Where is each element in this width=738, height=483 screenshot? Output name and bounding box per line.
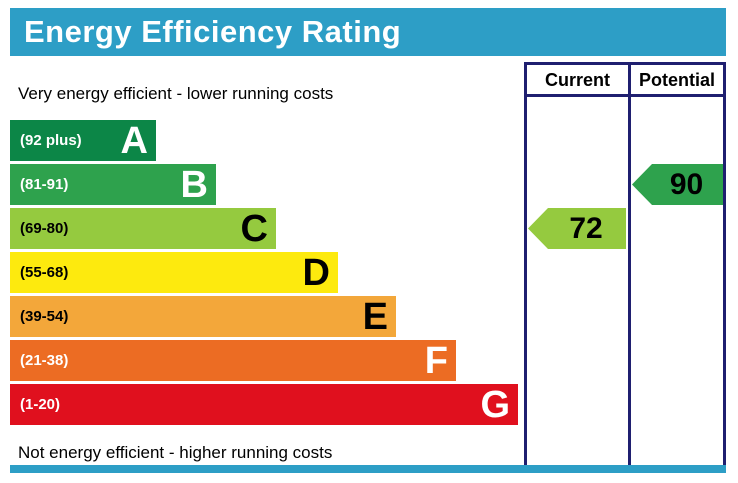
band-e: (39-54) E <box>10 296 396 337</box>
band-g-letter: G <box>480 383 510 426</box>
band-b-letter: B <box>180 163 208 206</box>
band-d: (55-68) D <box>10 252 338 293</box>
header-top-line <box>524 62 726 65</box>
current-column-left-border <box>524 62 527 465</box>
potential-rating-arrow: 90 <box>632 164 723 205</box>
potential-rating-value: 90 <box>669 167 704 201</box>
band-f-letter: F <box>424 339 448 382</box>
current-column-header: Current <box>544 69 610 90</box>
potential-column-header: Potential <box>638 69 715 90</box>
band-f: (21-38) F <box>10 340 456 381</box>
current-rating-arrow: 72 <box>528 208 626 249</box>
band-a-range-label: (92 plus) <box>20 132 82 149</box>
band-b-range-label: (81-91) <box>20 176 69 193</box>
band-g-range-label: (1-20) <box>20 396 61 413</box>
chart-title: Energy Efficiency Rating <box>24 14 402 49</box>
rating-bands: (92 plus) A (81-91) B (69-80) C (55-68) … <box>10 120 518 428</box>
bottom-accent-bar <box>10 465 726 473</box>
header-underline <box>524 94 726 97</box>
band-e-range-label: (39-54) <box>20 308 69 325</box>
current-rating-value: 72 <box>569 211 603 245</box>
bottom-note: Not energy efficient - higher running co… <box>18 443 333 462</box>
band-e-letter: E <box>362 295 388 338</box>
band-d-letter: D <box>302 251 330 294</box>
chart-right-border <box>723 62 726 465</box>
band-g: (1-20) G <box>10 384 518 425</box>
potential-column-left-border <box>628 62 631 465</box>
band-c: (69-80) C <box>10 208 276 249</box>
band-f-range-label: (21-38) <box>20 352 69 369</box>
band-c-range-label: (69-80) <box>20 220 69 237</box>
band-a-letter: A <box>120 119 148 162</box>
band-d-range-label: (55-68) <box>20 264 69 281</box>
top-note: Very energy efficient - lower running co… <box>18 84 334 103</box>
band-b: (81-91) B <box>10 164 216 205</box>
band-a: (92 plus) A <box>10 120 156 161</box>
band-c-letter: C <box>240 207 268 250</box>
chart-title-bar: Energy Efficiency Rating <box>10 8 726 56</box>
